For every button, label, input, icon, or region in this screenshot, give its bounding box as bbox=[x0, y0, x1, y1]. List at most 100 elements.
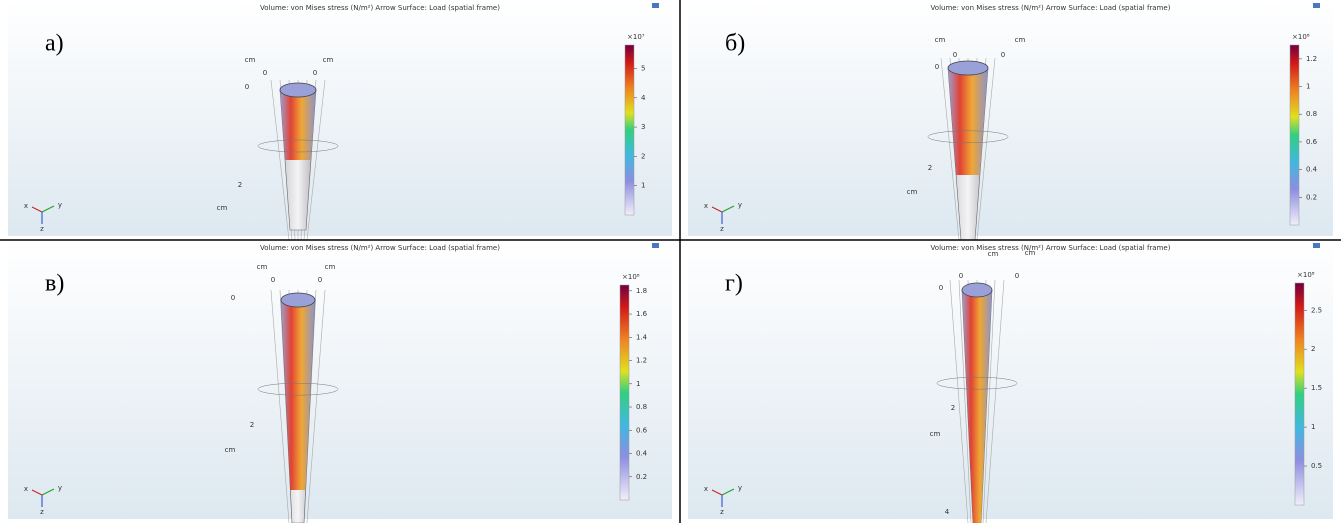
axis-label: 0 bbox=[959, 272, 963, 280]
triad-label: x bbox=[24, 485, 28, 493]
axis-label: 0 bbox=[313, 69, 317, 77]
guide-line bbox=[985, 279, 1005, 523]
colorbar-tick-label: 2.5 bbox=[1311, 306, 1322, 314]
triad-label: z bbox=[40, 225, 44, 233]
colorbar-multiplier: ×10⁷ bbox=[627, 33, 645, 41]
window-icon bbox=[1313, 3, 1320, 8]
colorbar-tick-label: 1 bbox=[636, 380, 640, 388]
triad-axis bbox=[721, 205, 735, 213]
axis-label: cm bbox=[907, 188, 918, 196]
panel-background bbox=[8, 0, 672, 236]
axis-label: 0 bbox=[935, 63, 939, 71]
colorbar-tick-label: 1.8 bbox=[636, 287, 647, 295]
triad-label: y bbox=[58, 484, 62, 492]
panel-title: Volume: von Mises stress (N/m²) Arrow Su… bbox=[931, 244, 1171, 252]
panel-label: а) bbox=[45, 31, 64, 57]
panel-title: Volume: von Mises stress (N/m²) Arrow Su… bbox=[931, 4, 1171, 12]
colorbar-tick-label: 1.5 bbox=[1311, 384, 1322, 392]
axis-label: 0 bbox=[939, 284, 943, 292]
panel: а) Volume: von Mises stress (N/m²) Arrow … bbox=[8, 0, 672, 241]
axis-label: 0 bbox=[263, 69, 267, 77]
panel: г) Volume: von Mises stress (N/m²) Arrow … bbox=[688, 240, 1333, 523]
stress-region bbox=[948, 68, 988, 175]
triad-axis bbox=[721, 488, 735, 496]
colorbar-tick-label: 0.2 bbox=[636, 473, 647, 481]
colorbar-tick-label: 1 bbox=[1311, 423, 1315, 431]
axis-label: cm bbox=[325, 263, 336, 271]
panel: б) Volume: von Mises stress (N/m²) Arrow … bbox=[688, 0, 1333, 241]
guide-line bbox=[949, 279, 969, 523]
colorbar-tick-label: 5 bbox=[641, 64, 645, 72]
axis-label: cm bbox=[988, 250, 999, 258]
colorbar-tick-label: 0.4 bbox=[636, 450, 648, 458]
triad-axis bbox=[31, 206, 43, 213]
panel-background bbox=[8, 240, 672, 519]
colorbar bbox=[1294, 282, 1305, 506]
axis-label: 0 bbox=[1015, 272, 1019, 280]
colorbar-tick-label: 1.2 bbox=[1306, 55, 1317, 63]
axis-label: 0 bbox=[953, 51, 957, 59]
stress-region bbox=[962, 290, 992, 523]
axis-label: 0 bbox=[318, 276, 322, 284]
window-icon bbox=[1313, 243, 1320, 248]
cone-top bbox=[947, 60, 989, 76]
colorbar bbox=[624, 44, 635, 216]
axis-label: 4 bbox=[945, 508, 950, 516]
axis-label: cm bbox=[323, 56, 334, 64]
colorbar-tick-label: 0.6 bbox=[1306, 138, 1318, 146]
cone-top bbox=[280, 292, 316, 308]
ring bbox=[257, 139, 339, 153]
colorbar bbox=[1289, 44, 1300, 226]
colorbar-tick-label: 0.8 bbox=[636, 403, 647, 411]
colorbar-tick-label: 0.6 bbox=[636, 426, 648, 434]
colorbar-tick-label: 1 bbox=[641, 182, 645, 190]
axis-label: 0 bbox=[271, 276, 275, 284]
axis-label: cm bbox=[245, 56, 256, 64]
triad-axis bbox=[41, 488, 55, 496]
panel-title: Volume: von Mises stress (N/m²) Arrow Su… bbox=[260, 244, 500, 252]
guide-line bbox=[270, 289, 290, 523]
axis-label: cm bbox=[930, 430, 941, 438]
colorbar-multiplier: ×10⁸ bbox=[622, 273, 640, 281]
triad-axis bbox=[41, 205, 55, 213]
guide-line bbox=[270, 79, 290, 241]
axis-label: 2 bbox=[238, 181, 242, 189]
panel-label: б) bbox=[725, 31, 745, 57]
colorbar-tick-label: 3 bbox=[641, 123, 645, 131]
stress-region bbox=[280, 90, 316, 160]
triad-label: x bbox=[24, 202, 28, 210]
guide-line bbox=[982, 279, 996, 523]
axis-label: 2 bbox=[250, 421, 254, 429]
triad-label: z bbox=[720, 508, 724, 516]
guide-line bbox=[306, 289, 326, 523]
triad-axis bbox=[31, 489, 43, 496]
ring bbox=[257, 382, 339, 396]
triad-label: x bbox=[704, 485, 708, 493]
axis-label: 0 bbox=[231, 294, 235, 302]
colorbar bbox=[619, 284, 630, 501]
colorbar-multiplier: ×10⁸ bbox=[1292, 33, 1310, 41]
axis-label: cm bbox=[257, 263, 268, 271]
colorbar-tick-label: 1.2 bbox=[636, 357, 647, 365]
panel-title: Volume: von Mises stress (N/m²) Arrow Su… bbox=[260, 4, 500, 12]
colorbar-tick-label: 2 bbox=[1311, 345, 1315, 353]
colorbar-tick-label: 1 bbox=[1306, 83, 1310, 91]
axis-label: 0 bbox=[245, 83, 249, 91]
colorbar-tick-label: 0.5 bbox=[1311, 462, 1322, 470]
ring bbox=[936, 376, 1018, 390]
triad-label: z bbox=[720, 225, 724, 233]
triad-label: y bbox=[738, 484, 742, 492]
colorbar-multiplier: ×10⁸ bbox=[1297, 271, 1315, 279]
triad-label: y bbox=[738, 201, 742, 209]
axis-label: cm bbox=[1025, 249, 1036, 257]
panel-label: г) bbox=[725, 271, 743, 297]
colorbar-tick-label: 0.4 bbox=[1306, 166, 1318, 174]
triad-label: x bbox=[704, 202, 708, 210]
cone-top bbox=[279, 82, 317, 98]
axis-label: 2 bbox=[951, 404, 955, 412]
colorbar-tick-label: 2 bbox=[641, 152, 645, 160]
window-icon bbox=[652, 3, 659, 8]
axis-label: cm bbox=[1015, 36, 1026, 44]
axis-label: 2 bbox=[928, 164, 932, 172]
